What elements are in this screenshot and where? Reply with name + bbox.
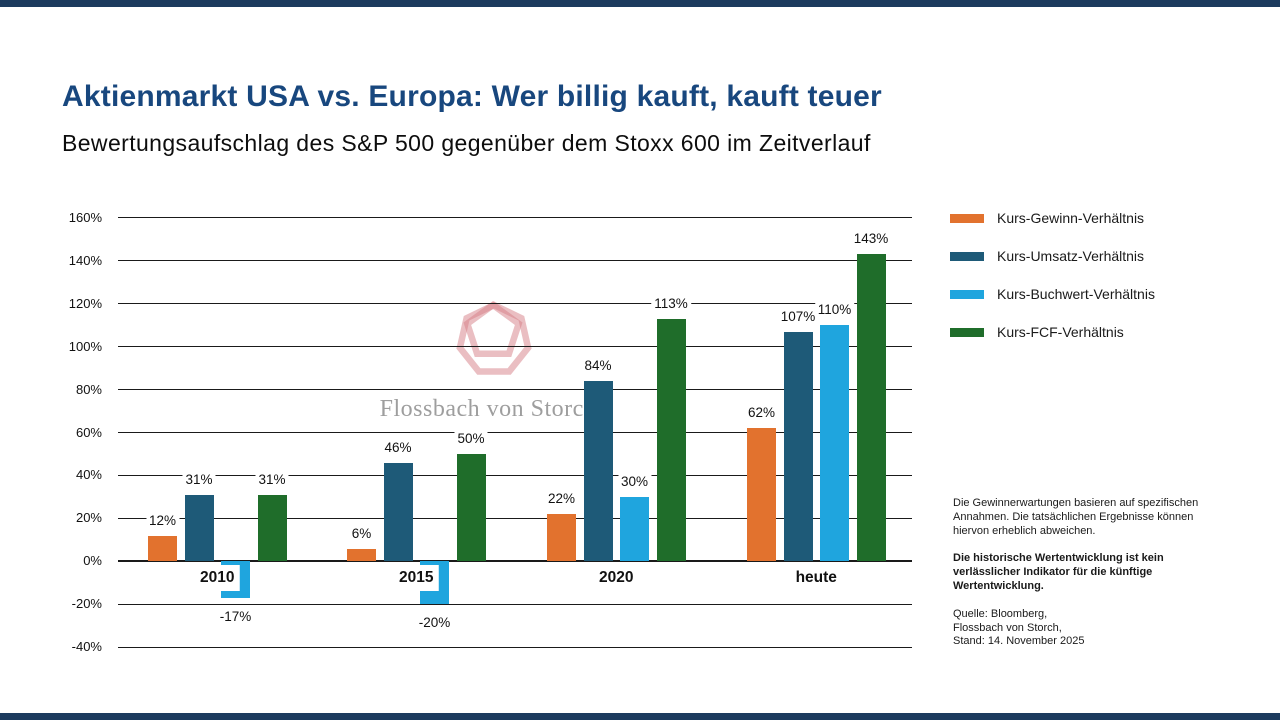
bar-Kurs-Umsatz-Verhältnis-heute — [783, 331, 813, 562]
bar-Kurs-Umsatz-Verhältnis-2020 — [583, 380, 613, 562]
bar-value-label: -20% — [415, 614, 454, 633]
bar-value-label: 50% — [454, 430, 488, 448]
legend-swatch-icon — [950, 328, 984, 337]
bar-value-label: 31% — [255, 470, 289, 489]
bar-value-label: 22% — [544, 490, 579, 509]
bar-Kurs-Gewinn-Verhältnis-2015 — [347, 548, 376, 562]
y-tick-label: 100% — [68, 338, 102, 354]
bar-value-label: -17% — [216, 607, 255, 626]
bar-value-label: 30% — [617, 472, 652, 491]
bar-value-label: 6% — [348, 524, 375, 543]
bar-value-label: 110% — [814, 301, 855, 320]
page-title: Aktienmarkt USA vs. Europa: Wer billig k… — [62, 80, 882, 113]
bottom-edge-rule — [0, 713, 1280, 720]
y-tick-label: -20% — [71, 596, 102, 612]
disclaimer-past-performance: Die historische Wertentwicklung ist kein… — [953, 552, 1164, 592]
legend-label: Kurs-Buchwert-Verhältnis — [997, 286, 1155, 302]
y-tick-label: 140% — [68, 252, 102, 268]
category-label-2015: 2015 — [394, 565, 439, 591]
category-label-2010: 2010 — [195, 565, 240, 591]
bar-Kurs-Buchwert-Verhältnis-2020 — [620, 496, 649, 562]
y-tick-label: -40% — [71, 639, 102, 655]
legend-label: Kurs-Umsatz-Verhältnis — [997, 248, 1145, 264]
source-line-3: Stand: 14. November 2025 — [953, 635, 1085, 648]
legend-swatch-icon — [950, 252, 984, 261]
page-subtitle: Bewertungsaufschlag des S&P 500 gegenübe… — [62, 130, 871, 156]
bar-value-label: 143% — [850, 230, 892, 249]
watermark-wordmark: Flossbach von Storch — [379, 396, 597, 422]
legend-swatch-icon — [950, 214, 984, 223]
disclaimer-assumptions: Die Gewinnerwartungen basieren auf spezi… — [953, 497, 1199, 537]
y-tick-label: 0% — [83, 553, 102, 569]
source-line-1: Quelle: Bloomberg, — [953, 607, 1048, 620]
y-tick-label: 20% — [75, 510, 102, 526]
gridline — [118, 303, 912, 305]
bar-Kurs-Buchwert-Verhältnis-heute — [820, 325, 849, 562]
gridline — [118, 646, 912, 648]
bar-Kurs-FCF-Verhältnis-2010 — [257, 494, 287, 562]
y-tick-label: 40% — [75, 467, 102, 483]
bar-Kurs-Gewinn-Verhältnis-heute — [747, 428, 776, 562]
legend-label: Kurs-Gewinn-Verhältnis — [997, 210, 1145, 226]
y-tick-label: 120% — [68, 295, 102, 311]
bar-Kurs-FCF-Verhältnis-2015 — [456, 454, 486, 562]
disclaimer-block: Die Gewinnerwartungen basieren auf spezi… — [953, 497, 1215, 649]
gridline — [118, 389, 912, 391]
heptagon-ribbon-logo-icon — [456, 300, 532, 375]
gridline — [118, 603, 912, 605]
bar-value-label: 62% — [744, 404, 779, 423]
bar-value-label: 113% — [651, 294, 691, 313]
bar-value-label: 46% — [381, 438, 415, 457]
bar-value-label: 12% — [145, 511, 180, 530]
bar-value-label: 31% — [182, 470, 216, 489]
bar-Kurs-Gewinn-Verhältnis-2010 — [148, 535, 177, 562]
legend-swatch-icon — [950, 290, 984, 299]
source-line-2: Flossbach von Storch, — [953, 621, 1062, 634]
gridline — [118, 432, 912, 434]
y-tick-label: 160% — [68, 209, 102, 225]
y-tick-label: 60% — [75, 424, 102, 440]
category-label-2020: 2020 — [594, 565, 639, 591]
bar-Kurs-FCF-Verhältnis-heute — [856, 254, 886, 562]
bar-Kurs-FCF-Verhältnis-2020 — [656, 318, 686, 562]
gridline — [118, 217, 912, 219]
gridline — [118, 260, 912, 262]
category-label-heute: heute — [790, 565, 842, 591]
gridline — [118, 560, 912, 563]
bar-Kurs-Umsatz-Verhältnis-2015 — [383, 462, 413, 562]
gridline — [118, 474, 912, 476]
gridline — [118, 517, 912, 519]
legend-label: Kurs-FCF-Verhältnis — [997, 324, 1124, 340]
y-tick-label: 80% — [75, 381, 102, 397]
bar-Kurs-Gewinn-Verhältnis-2020 — [547, 514, 576, 562]
bar-Kurs-Umsatz-Verhältnis-2010 — [184, 494, 214, 562]
bar-value-label: 107% — [777, 307, 819, 326]
bar-value-label: 84% — [581, 356, 615, 375]
top-edge-rule — [0, 0, 1280, 7]
gridline — [118, 346, 912, 348]
